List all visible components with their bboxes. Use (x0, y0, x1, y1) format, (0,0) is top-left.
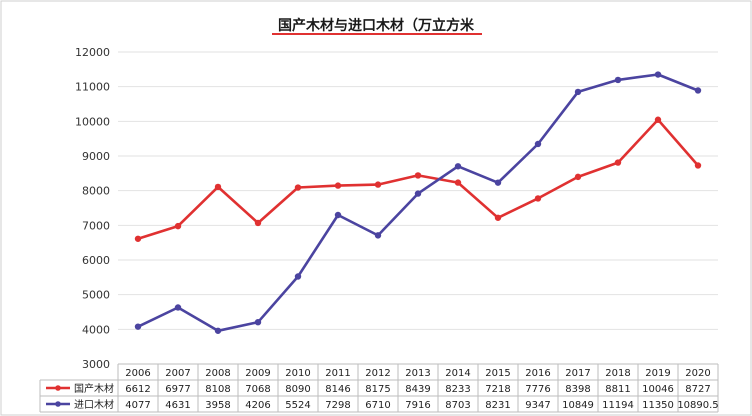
data-label: 8233 (445, 384, 470, 395)
data-point (374, 232, 382, 239)
data-point (534, 195, 542, 202)
y-tick-label: 6000 (82, 254, 110, 267)
x-tick-label: 2008 (205, 368, 230, 379)
data-table: 2006 2007 2008 2009 2010 2011 2012 2013 2014 2015… (39, 363, 719, 413)
data-point (334, 182, 342, 189)
data-point (254, 219, 262, 227)
data-label: 7068 (245, 384, 270, 395)
data-point (694, 87, 702, 94)
data-label: 8703 (445, 400, 470, 411)
y-tick-label: 10000 (75, 115, 110, 128)
data-label: 11350 (642, 400, 674, 411)
data-point (574, 88, 582, 96)
data-point (174, 304, 182, 311)
data-label: 7298 (325, 400, 350, 411)
data-point (134, 323, 142, 330)
data-label: 6977 (165, 384, 190, 395)
data-label: 8231 (485, 400, 510, 411)
data-point (494, 179, 502, 186)
data-point (294, 273, 302, 280)
data-point (454, 163, 462, 170)
data-point (134, 235, 142, 242)
y-tick-label: 11000 (75, 81, 110, 94)
x-tick-label: 2014 (445, 368, 470, 379)
x-tick-label: 2017 (565, 368, 590, 379)
series-lines (134, 71, 702, 334)
x-tick-label: 2013 (405, 368, 430, 379)
data-label: 10046 (642, 384, 674, 395)
data-point (334, 211, 342, 219)
data-label: 8439 (405, 384, 430, 395)
x-tick-label: 2011 (325, 368, 350, 379)
data-point (454, 179, 462, 186)
data-point (574, 173, 582, 181)
data-point (654, 71, 662, 78)
data-label: 3958 (205, 400, 230, 411)
data-point (214, 327, 222, 334)
data-label: 10890.5 (677, 400, 718, 411)
y-tick-label: 4000 (82, 323, 110, 336)
data-point (214, 183, 222, 191)
legend-marker (55, 385, 61, 391)
data-point (614, 76, 622, 84)
data-label: 6710 (365, 400, 390, 411)
x-tick-label: 2009 (245, 368, 270, 379)
y-tick-label: 7000 (82, 219, 110, 232)
data-point (294, 184, 302, 191)
legend-label: 进口木材 (74, 398, 114, 411)
x-tick-label: 2019 (645, 368, 670, 379)
data-label: 4206 (245, 400, 270, 411)
data-point (614, 159, 622, 166)
data-point (494, 214, 502, 221)
data-point (414, 190, 422, 197)
data-point (254, 318, 262, 326)
data-label: 8090 (285, 384, 310, 395)
data-label: 8146 (325, 384, 350, 395)
data-label: 8727 (685, 384, 710, 395)
data-point (534, 140, 542, 148)
data-point (174, 222, 182, 230)
chart-title: 国产木材与进口木材（万立方米 (278, 17, 475, 34)
data-point (654, 116, 662, 123)
data-label: 8398 (565, 384, 590, 395)
y-tick-label: 3000 (82, 358, 110, 371)
data-label: 7776 (525, 384, 550, 395)
data-point (694, 162, 702, 169)
y-tick-label: 9000 (82, 150, 110, 163)
y-tick-label: 12000 (75, 46, 110, 59)
x-tick-label: 2012 (365, 368, 390, 379)
data-label: 4077 (125, 400, 150, 411)
data-label: 5524 (285, 400, 310, 411)
x-tick-label: 2006 (125, 368, 150, 379)
x-tick-label: 2018 (605, 368, 630, 379)
data-label: 11194 (602, 400, 634, 411)
data-point (414, 172, 422, 179)
x-tick-label: 2015 (485, 368, 510, 379)
data-label: 9347 (525, 400, 550, 411)
x-tick-label: 2010 (285, 368, 310, 379)
legend-marker (55, 401, 61, 407)
y-tick-label: 8000 (82, 185, 110, 198)
x-tick-label: 2016 (525, 368, 550, 379)
data-point (374, 181, 382, 188)
x-tick-label: 2007 (165, 368, 190, 379)
data-label: 8108 (205, 384, 230, 395)
x-tick-label: 2020 (685, 368, 710, 379)
data-label: 6612 (125, 384, 150, 395)
data-label: 7916 (405, 400, 430, 411)
data-label: 8175 (365, 384, 390, 395)
legend-label: 国产木材 (74, 382, 114, 395)
data-label: 7218 (485, 384, 510, 395)
data-label: 10849 (562, 400, 594, 411)
data-label: 4631 (165, 400, 190, 411)
data-label: 8811 (605, 384, 630, 395)
y-axis: 3000 4000 5000 6000 7000 8000 9000 10000 11000 12… (75, 46, 110, 371)
y-tick-label: 5000 (82, 289, 110, 302)
